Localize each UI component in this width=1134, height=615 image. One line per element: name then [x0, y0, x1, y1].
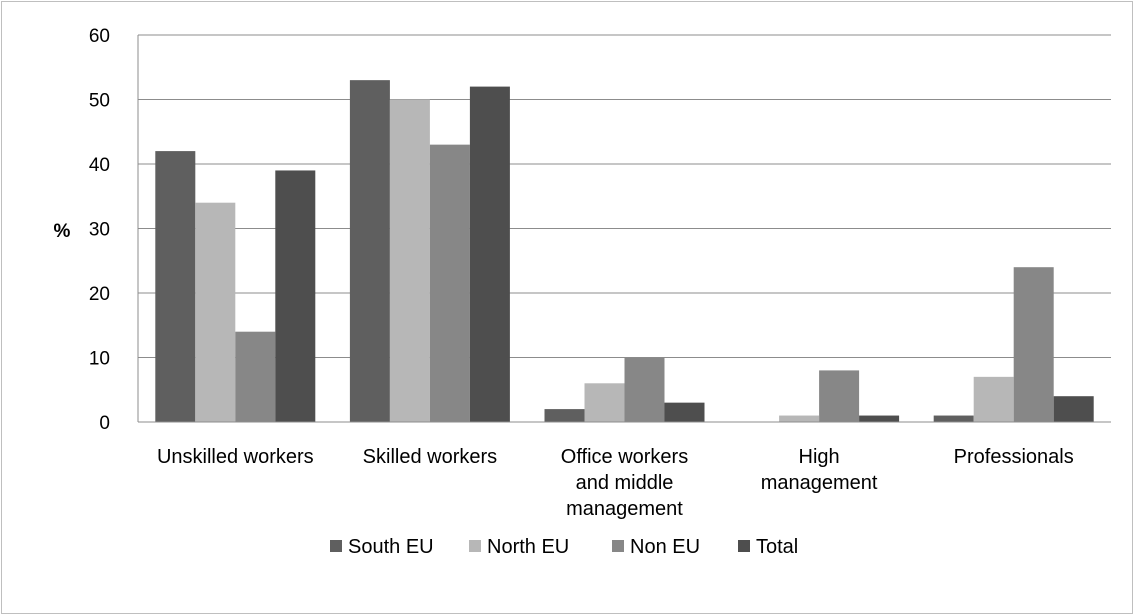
bar	[779, 415, 820, 422]
legend-swatch	[469, 540, 481, 552]
legend-swatch	[738, 540, 750, 552]
legend-swatch	[612, 540, 624, 552]
x-category-label-line: Unskilled workers	[157, 446, 314, 468]
x-category-label-line: Skilled workers	[363, 446, 497, 468]
y-tick-label: 40	[89, 155, 110, 176]
legend-swatch	[330, 540, 342, 552]
bar	[584, 383, 625, 422]
bar	[235, 331, 276, 422]
x-category-label: Unskilled workers	[157, 446, 314, 468]
bar	[1053, 396, 1094, 422]
bar	[155, 151, 196, 422]
x-category-label: Professionals	[954, 446, 1074, 468]
y-tick-label: 50	[89, 91, 110, 112]
y-tick-label: 20	[89, 284, 110, 305]
x-category-label: Office workers and middle management	[561, 446, 688, 520]
bar	[195, 202, 236, 422]
bar	[544, 409, 585, 422]
bar	[973, 376, 1014, 422]
axes	[137, 35, 1111, 423]
y-tick-label: 0	[99, 413, 110, 434]
bar	[349, 80, 390, 423]
bar	[933, 415, 974, 422]
bar	[469, 86, 510, 422]
legend: South EU North EU Non EU Total	[330, 536, 798, 558]
bar	[1013, 267, 1054, 422]
bar	[819, 370, 860, 422]
bar	[389, 99, 430, 422]
y-axis-ticks: 0 10 20 30 40 50 60	[89, 26, 110, 434]
x-category-label-line: and middle	[576, 472, 674, 494]
legend-label: South EU	[348, 536, 434, 558]
y-tick-label: 60	[89, 26, 110, 47]
y-tick-label: 30	[89, 220, 110, 241]
x-category-label: Skilled workers	[363, 446, 497, 468]
y-axis-label: %	[54, 221, 71, 242]
bar	[664, 402, 705, 422]
legend-label: Non EU	[630, 536, 700, 558]
x-category-label: High management	[761, 446, 878, 494]
bar	[429, 144, 470, 422]
y-tick-label: 10	[89, 349, 110, 370]
bar	[624, 357, 665, 422]
x-axis-categories: Unskilled workers Skilled workers Office w…	[157, 446, 1074, 520]
bars	[155, 80, 1094, 423]
bar	[859, 415, 900, 422]
x-category-label-line: management	[761, 472, 878, 494]
bar	[275, 170, 316, 422]
x-category-label-line: Professionals	[954, 446, 1074, 468]
x-category-label-line: management	[566, 498, 683, 520]
x-category-label-line: High	[799, 446, 840, 468]
legend-label: North EU	[487, 536, 569, 558]
legend-label: Total	[756, 536, 798, 558]
x-category-label-line: Office workers	[561, 446, 688, 468]
